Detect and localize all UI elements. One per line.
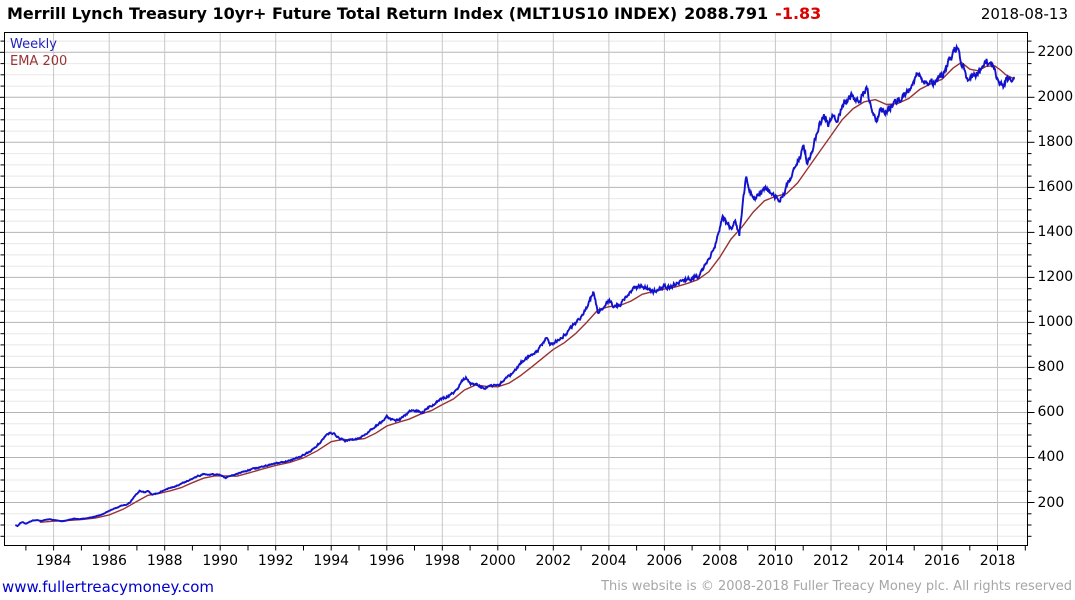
x-axis-tick-label: 2014 — [868, 552, 905, 569]
y-axis-tick-label: 2200 — [1037, 44, 1074, 61]
footer-copyright: This website is © 2008-2018 Fuller Treac… — [601, 579, 1072, 594]
x-axis-tick-label: 1992 — [257, 552, 294, 569]
footer-site-link[interactable]: www.fullertreacymoney.com — [2, 578, 215, 596]
chart-date: 2018-08-13 — [980, 5, 1068, 23]
x-axis-tick-label: 1998 — [424, 552, 461, 569]
x-axis-tick-label: 1994 — [313, 552, 350, 569]
y-axis-tick-label: 200 — [1037, 494, 1065, 511]
x-axis-tick-label: 2002 — [535, 552, 572, 569]
chart-title: Merrill Lynch Treasury 10yr+ Future Tota… — [7, 4, 821, 23]
weekly-price-line — [14, 43, 1016, 528]
y-axis-tick-label: 1200 — [1037, 269, 1074, 286]
x-axis-tick-label: 2010 — [757, 552, 794, 569]
y-axis-tick-label: 1800 — [1037, 134, 1074, 151]
last-price: 2088.791 — [684, 4, 769, 23]
axis-ticks — [0, 40, 1035, 551]
price-change: -1.83 — [775, 4, 822, 23]
x-axis-tick-label: 1990 — [202, 552, 239, 569]
x-axis-tick-label: 1986 — [91, 552, 127, 569]
y-axis-tick-label: 800 — [1037, 359, 1065, 376]
x-axis-tick-label: 2006 — [646, 552, 683, 569]
gridlines-minor — [4, 40, 1028, 537]
x-axis-tick-label: 2008 — [702, 552, 738, 569]
y-axis-tick-label: 600 — [1037, 404, 1065, 421]
chart-legend: Weekly EMA 200 — [10, 36, 67, 70]
x-axis-tick-label: 1988 — [146, 552, 183, 569]
y-axis-tick-label: 1000 — [1037, 314, 1074, 331]
x-axis-tick-label: 2000 — [479, 552, 516, 569]
x-axis-tick-label: 2016 — [924, 552, 960, 569]
legend-weekly-label: Weekly — [10, 37, 57, 52]
x-axis-tick-label: 2012 — [813, 552, 849, 569]
y-axis-tick-label: 1600 — [1037, 179, 1074, 196]
y-axis-tick-label: 1400 — [1037, 224, 1074, 241]
y-axis-tick-label: 2000 — [1037, 89, 1074, 106]
gridlines-major — [4, 51, 1028, 503]
gridlines-vertical — [53, 32, 998, 546]
y-axis-tick-label: 400 — [1037, 449, 1065, 466]
x-axis-tick-label: 2018 — [979, 552, 1016, 569]
x-axis-tick-label: 1996 — [368, 552, 405, 569]
chart-title-text: Merrill Lynch Treasury 10yr+ Future Tota… — [7, 4, 678, 23]
legend-ema-label: EMA 200 — [10, 54, 68, 69]
x-axis-tick-label: 2004 — [591, 552, 627, 569]
x-axis-tick-label: 1984 — [35, 552, 72, 569]
